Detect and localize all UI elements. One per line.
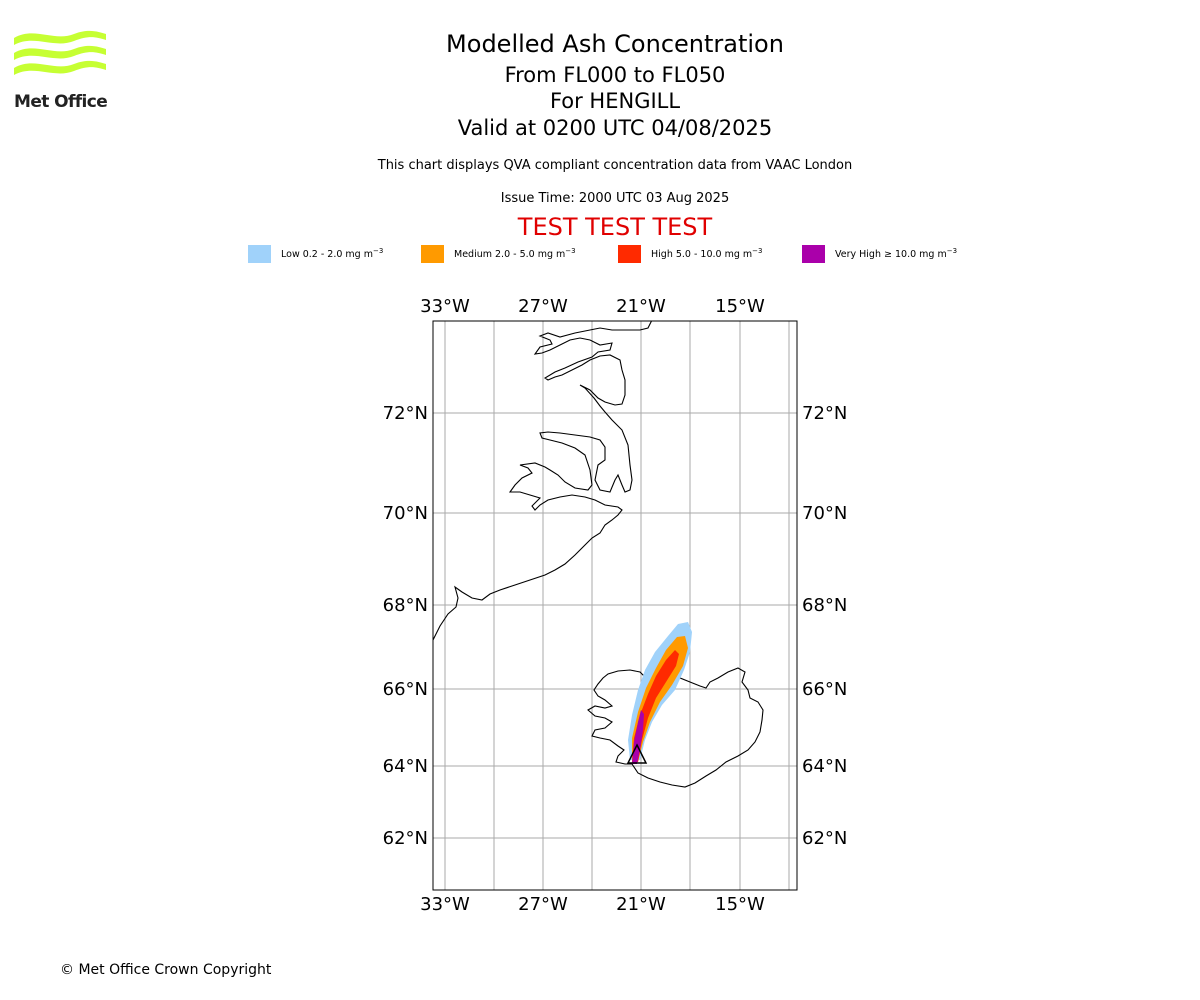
lon-labels-top: 33°W 27°W 21°W 15°W <box>420 296 765 317</box>
map-gridlines <box>433 321 797 890</box>
legend-label-high: High 5.0 - 10.0 mg m−3 <box>651 246 763 261</box>
legend-swatch-high <box>618 244 641 263</box>
ash-area-high <box>632 650 679 762</box>
greenland-coastline <box>433 321 653 641</box>
lon-label: 15°W <box>715 296 765 317</box>
lon-label: 15°W <box>715 894 765 915</box>
ash-plume <box>628 622 692 764</box>
lat-label: 72°N <box>383 403 428 424</box>
lon-label: 27°W <box>518 894 568 915</box>
legend-swatch-low <box>248 244 271 263</box>
met-office-logo: Met Office <box>14 28 110 114</box>
lon-label: 33°W <box>420 296 470 317</box>
lat-label: 70°N <box>383 503 428 524</box>
lat-labels-right: 72°N 70°N 68°N 66°N 64°N 62°N <box>802 403 847 849</box>
lat-label: 70°N <box>802 503 847 524</box>
test-banner: TEST TEST TEST <box>517 213 713 241</box>
legend-swatch-very-high <box>802 244 825 263</box>
valid-time: Valid at 0200 UTC 04/08/2025 <box>457 116 773 140</box>
volcano-name: For HENGILL <box>549 89 681 113</box>
lat-labels-left: 72°N 70°N 68°N 66°N 64°N 62°N <box>383 403 428 849</box>
logo-wordmark: Met Office <box>14 92 108 112</box>
lat-label: 62°N <box>802 828 847 849</box>
lon-label: 27°W <box>518 296 568 317</box>
lat-label: 66°N <box>802 679 847 700</box>
legend-item-very-high: Very High ≥ 10.0 mg m−3 <box>802 244 957 263</box>
legend-label-medium: Medium 2.0 - 5.0 mg m−3 <box>454 246 576 261</box>
legend-item-low: Low 0.2 - 2.0 mg m−3 <box>248 244 383 263</box>
legend-item-medium: Medium 2.0 - 5.0 mg m−3 <box>421 244 576 263</box>
legend-label-low: Low 0.2 - 2.0 mg m−3 <box>281 246 384 261</box>
copyright-notice: © Met Office Crown Copyright <box>60 962 272 978</box>
lat-label: 64°N <box>383 756 428 777</box>
lon-label: 21°W <box>616 894 666 915</box>
lon-labels-bottom: 33°W 27°W 21°W 15°W <box>420 894 765 915</box>
chart-title: Modelled Ash Concentration <box>446 30 784 58</box>
legend-swatch-medium <box>421 244 444 263</box>
flight-level-range: From FL000 to FL050 <box>504 63 726 87</box>
legend-label-very-high: Very High ≥ 10.0 mg m−3 <box>835 246 958 261</box>
met-office-waves-icon <box>14 30 106 75</box>
legend-item-high: High 5.0 - 10.0 mg m−3 <box>618 244 763 263</box>
issue-time: Issue Time: 2000 UTC 03 Aug 2025 <box>500 191 730 206</box>
lat-label: 72°N <box>802 403 847 424</box>
lat-label: 62°N <box>383 828 428 849</box>
map-frame <box>432 320 798 891</box>
volcano-triangle-icon <box>626 743 648 764</box>
lat-label: 66°N <box>383 679 428 700</box>
coastlines <box>433 321 764 788</box>
lon-label: 21°W <box>616 296 666 317</box>
lat-label: 68°N <box>802 595 847 616</box>
lat-label: 64°N <box>802 756 847 777</box>
lat-label: 68°N <box>383 595 428 616</box>
chart-description: This chart displays QVA compliant concen… <box>377 158 853 173</box>
lon-label: 33°W <box>420 894 470 915</box>
